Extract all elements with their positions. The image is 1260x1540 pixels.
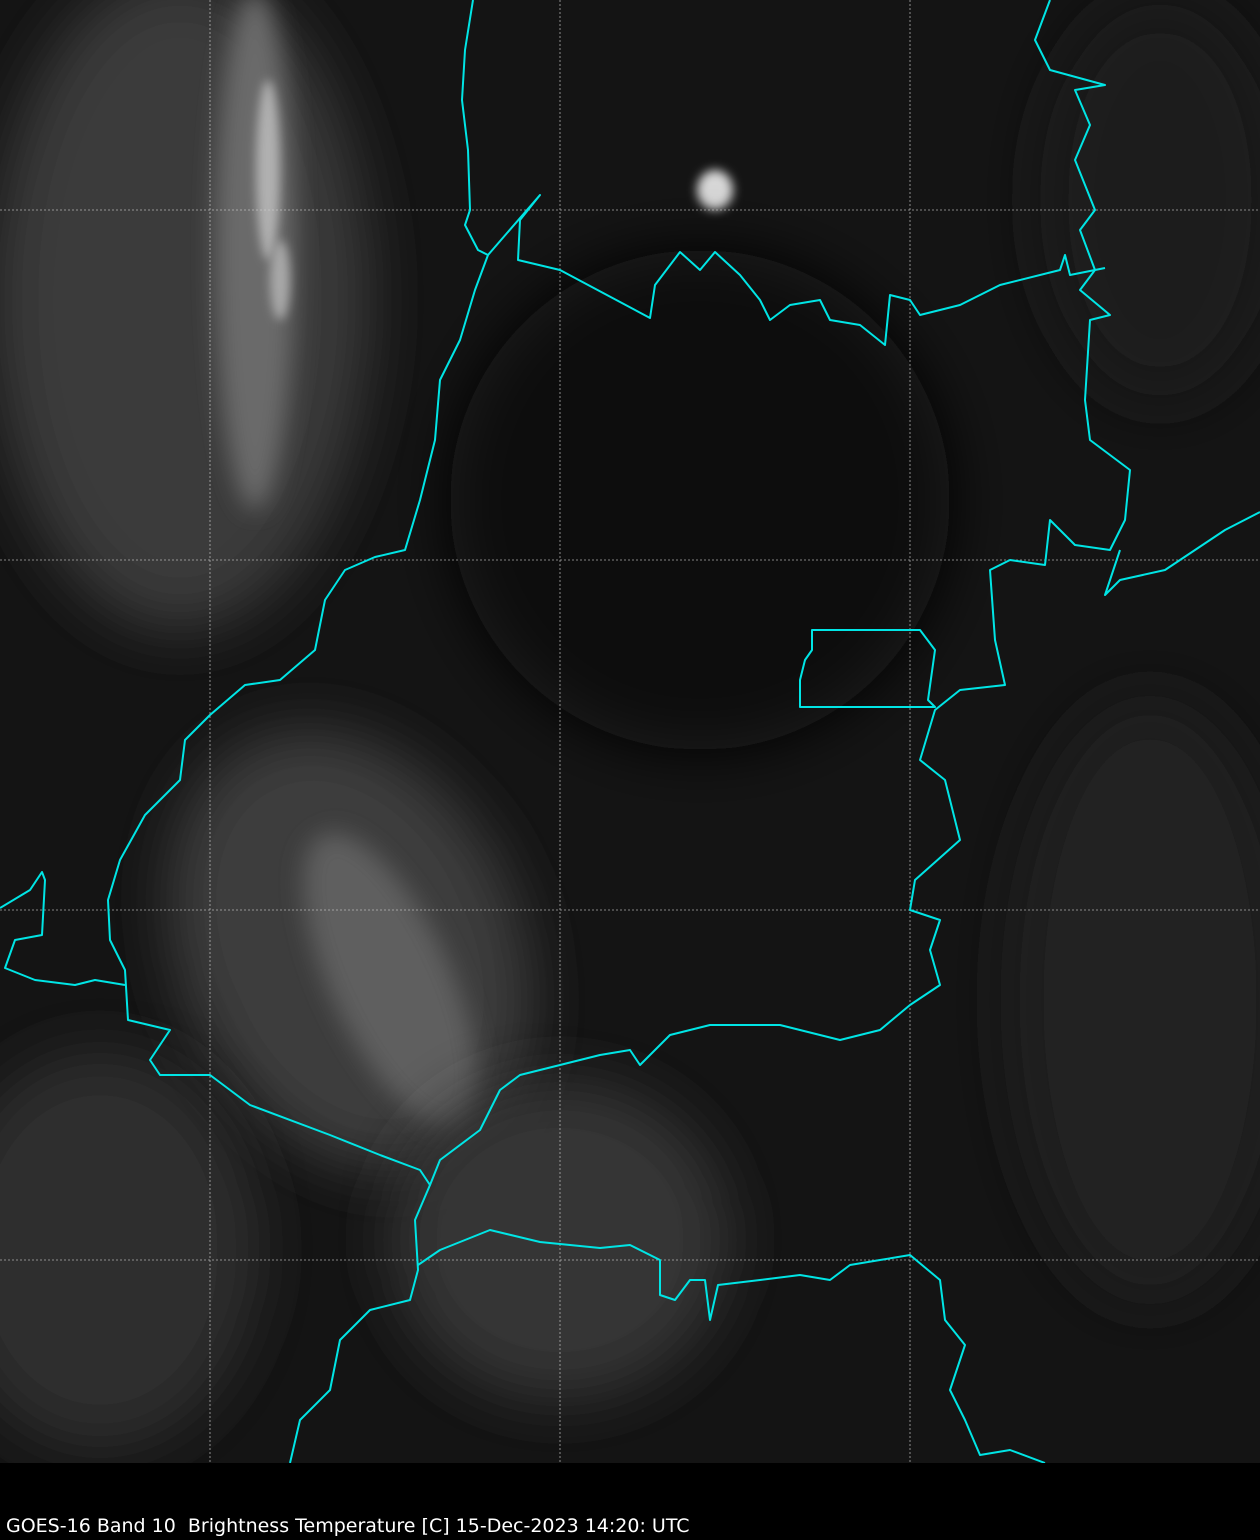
satellite-image — [0, 0, 1260, 1463]
border-north — [487, 194, 1106, 346]
border-federal-district — [799, 629, 936, 708]
gridlines — [0, 0, 1260, 1463]
border-south — [417, 1229, 1046, 1463]
border-south-west — [289, 1184, 431, 1463]
image-caption: GOES-16 Band 10 Brightness Temperature [… — [6, 1515, 690, 1537]
border-east — [1104, 511, 1260, 596]
border-west — [0, 871, 126, 986]
border-main — [107, 0, 1131, 1186]
borders — [0, 0, 1260, 1463]
